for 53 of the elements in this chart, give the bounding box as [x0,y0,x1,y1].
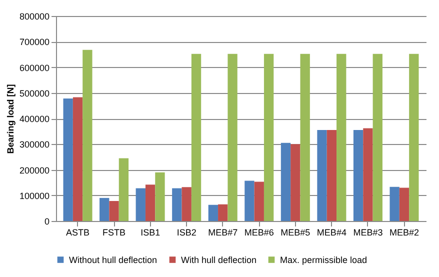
bar [290,144,300,221]
y-tick-label: 200000 [19,165,50,176]
y-tick-label: 100000 [19,190,50,201]
bar [155,172,165,221]
bar [254,182,264,221]
x-tick-label: MEB#3 [353,228,383,238]
y-tick-label: 500000 [19,88,50,98]
bar [336,54,346,221]
y-tick-label: 600000 [19,62,50,73]
bar [82,50,92,221]
y-axis-title: Bearing load [N] [5,84,16,154]
bar [100,198,110,221]
y-tick-label: 300000 [19,140,50,150]
bar [280,142,291,221]
bar [218,204,228,221]
bar [300,54,310,221]
bar [172,188,182,221]
legend-label: Max. permissible load [280,254,368,265]
bar [63,98,73,221]
bar [145,184,156,221]
bar [363,128,373,221]
bar [390,186,400,221]
bar [326,130,337,221]
x-tick-label: MEB#5 [280,228,310,238]
bar [317,130,327,221]
x-tick-label: FSTB [102,228,126,238]
y-tick-label: 800000 [19,12,50,22]
y-tick-label: 400000 [19,114,50,124]
x-tick-label: ISB2 [176,228,196,238]
bar [72,97,83,221]
bar [191,54,202,221]
bar [244,180,254,221]
bar [353,130,364,221]
legend-label: Without hull deflection [69,254,158,265]
bar [208,204,218,221]
bar [136,188,146,221]
legend-label: With hull deflection [181,254,257,265]
bar [228,54,238,221]
bar [372,54,382,221]
x-tick-label: ASTB [66,228,90,238]
bar [109,201,119,221]
x-tick-label: MEB#7 [208,228,238,238]
bar [118,158,129,221]
y-tick-label: 0 [44,216,50,226]
x-tick-label: MEB#4 [316,228,346,238]
y-tick-label: 700000 [19,37,50,48]
bar [409,54,419,221]
x-tick-label: MEB#2 [389,228,419,238]
bar [264,54,274,221]
x-tick-label: ISB1 [140,228,160,238]
x-tick-label: MEB#6 [244,228,274,238]
bar [399,188,410,221]
bar [182,187,192,221]
